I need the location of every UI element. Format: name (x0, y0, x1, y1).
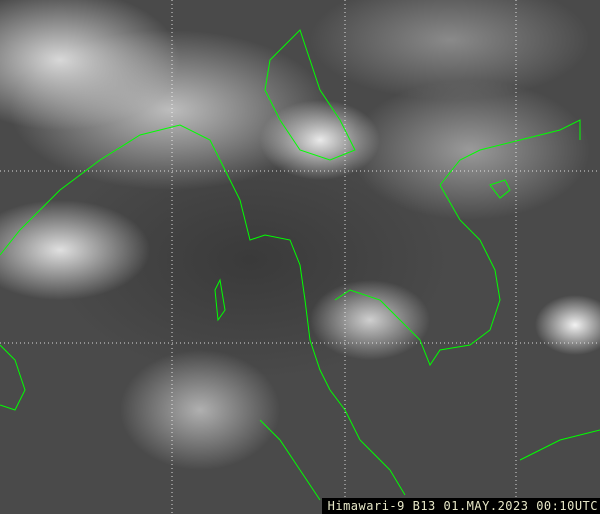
image-caption: Himawari-9 B13 01.MAY.2023 00:10UTC (321, 498, 600, 514)
coastlines-borders (0, 29, 600, 501)
